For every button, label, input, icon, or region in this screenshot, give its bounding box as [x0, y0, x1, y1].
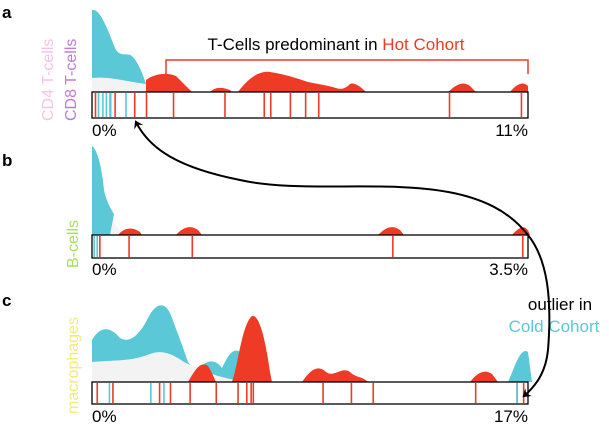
- arrow-to-panel-c: [522, 234, 551, 398]
- density-cold-a: [92, 9, 146, 93]
- density-hot-a: [146, 71, 528, 92]
- density-hot-b: [118, 227, 530, 235]
- density-plot-a: [92, 9, 528, 93]
- label-bcells: B-cells: [65, 220, 82, 268]
- density-plot-c: [92, 305, 532, 382]
- label-cd4-tcells: CD4 T-cells: [40, 39, 57, 121]
- rug-strip-b: [91, 234, 529, 259]
- range-min-c: 0%: [92, 407, 117, 426]
- label-cd8-tcells: CD8 T-cells: [63, 39, 80, 121]
- range-min-b: 0%: [92, 260, 117, 279]
- rug-strip-c: [91, 381, 529, 405]
- panel-letter-b: b: [2, 151, 12, 170]
- density-cold-b: [92, 146, 114, 235]
- rug-ticks-b: [93, 236, 524, 257]
- outlier-annotation-line1: outlier in: [528, 295, 592, 314]
- range-max-b: 3.5%: [489, 260, 528, 279]
- outlier-annotation-line2: Cold Cohort: [509, 317, 600, 336]
- density-plot-b: [92, 146, 530, 235]
- range-max-a: 11%: [495, 121, 528, 140]
- hot-cohort-prefix: T-Cells predominant in: [207, 35, 382, 54]
- rug-ticks-c: [96, 383, 525, 403]
- density-neutral-a: [92, 77, 146, 92]
- label-macrophages: macrophages: [65, 317, 82, 414]
- density-hot-c: [188, 315, 498, 382]
- hot-cohort-name: Hot Cohort: [382, 35, 464, 54]
- range-min-a: 0%: [92, 121, 117, 140]
- rug-ticks-a: [94, 93, 523, 117]
- rug-strip-a: [91, 91, 529, 119]
- arrow-to-panel-a: [134, 120, 529, 236]
- range-max-c: 17%: [494, 407, 528, 426]
- hot-cohort-annotation: T-Cells predominant in Hot Cohort: [207, 35, 464, 54]
- panel-letter-c: c: [2, 291, 11, 310]
- panel-letter-a: a: [2, 3, 12, 22]
- hot-cohort-bracket: [165, 59, 529, 74]
